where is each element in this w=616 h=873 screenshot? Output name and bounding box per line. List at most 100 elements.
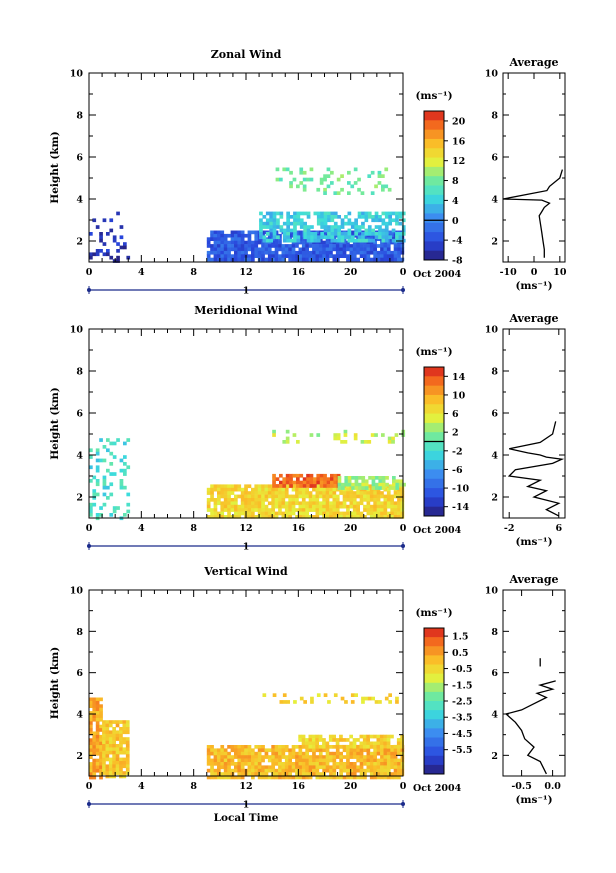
- heatmap-cell: [371, 482, 376, 487]
- heatmap-cell: [346, 755, 350, 759]
- heatmap-cell: [237, 775, 242, 780]
- heatmap-cell: [259, 225, 263, 229]
- heatmap-cell: [295, 765, 299, 770]
- heatmap-cell: [359, 768, 364, 773]
- heatmap-cell: [298, 487, 303, 492]
- heatmap-cell: [367, 232, 372, 236]
- heatmap-cell: [342, 498, 347, 502]
- heatmap-cell: [395, 215, 399, 219]
- heatmap-cell: [380, 494, 384, 499]
- heatmap-cell: [336, 436, 341, 441]
- heatmap-cell: [291, 745, 296, 749]
- heatmap-cell: [318, 491, 323, 495]
- colorbar-tick-label: 2: [452, 428, 459, 439]
- colorbar-band: [424, 655, 444, 665]
- heatmap-cell: [337, 238, 341, 243]
- heatmap-cell: [220, 758, 225, 763]
- heatmap-cell: [254, 745, 259, 749]
- heatmap-cell: [305, 775, 309, 780]
- heatmap-cell: [274, 772, 279, 776]
- heatmap-cell: [339, 768, 343, 773]
- colorbar-band: [424, 755, 444, 766]
- heatmap-cell: [376, 751, 381, 756]
- heatmap-cell: [125, 764, 130, 769]
- heatmap-cell: [398, 221, 403, 226]
- heatmap-cell: [272, 221, 277, 226]
- heatmap-cell: [356, 244, 360, 248]
- heatmap-cell: [271, 768, 275, 773]
- heatmap-cell: [240, 511, 245, 516]
- heatmap-cell: [272, 477, 276, 481]
- heatmap-cell: [342, 504, 347, 509]
- date-label: Oct 2004: [413, 783, 462, 794]
- heatmap-cell: [349, 775, 354, 780]
- heatmap-cell: [240, 254, 245, 258]
- heatmap-cell: [376, 501, 381, 506]
- heatmap-cell: [281, 498, 286, 502]
- heatmap-cell: [319, 177, 324, 182]
- heatmap-cell: [318, 751, 323, 756]
- heatmap-cell: [95, 458, 100, 463]
- heatmap-cell: [119, 747, 123, 752]
- heatmap-cell: [220, 257, 225, 262]
- heatmap-cell: [359, 758, 364, 763]
- heatmap-cell: [388, 218, 392, 223]
- profile-y-tick-label: 4: [491, 451, 498, 462]
- heatmap-cell: [366, 734, 370, 739]
- heatmap-cell: [272, 235, 277, 240]
- heatmap-cell: [95, 252, 100, 257]
- heatmap-cell: [393, 515, 398, 519]
- heatmap-cell: [289, 480, 293, 485]
- heatmap-cell: [234, 230, 238, 235]
- heatmap-cell: [217, 772, 221, 776]
- heatmap-cell: [125, 737, 130, 741]
- heatmap-cell: [288, 250, 292, 255]
- y-tick-label: 2: [76, 751, 83, 762]
- heatmap-cell: [373, 250, 377, 255]
- heatmap-cell: [89, 255, 93, 260]
- heatmap-cell: [102, 747, 106, 752]
- heatmap-cell: [340, 221, 345, 226]
- heatmap-cell: [350, 700, 355, 704]
- heatmap-cell: [379, 744, 384, 749]
- heatmap-cell: [295, 758, 299, 763]
- heatmap-cell: [119, 730, 123, 735]
- heatmap-cell: [308, 250, 313, 255]
- heatmap-cell: [272, 215, 277, 219]
- heatmap-cell: [274, 751, 279, 756]
- heatmap-cell: [279, 480, 283, 485]
- heatmap-cell: [376, 508, 381, 512]
- heatmap-cell: [306, 238, 311, 243]
- heatmap-cell: [292, 433, 297, 437]
- heatmap-cell: [261, 498, 265, 502]
- heatmap-cell: [376, 498, 381, 502]
- heatmap-cell: [125, 720, 130, 724]
- heatmap-cell: [369, 741, 374, 746]
- heatmap-cell: [92, 748, 97, 753]
- heatmap-cell: [282, 238, 287, 243]
- heatmap-cell: [361, 486, 366, 490]
- heatmap-cell: [119, 771, 123, 775]
- colorbar-band: [424, 385, 444, 396]
- heatmap-cell: [251, 501, 255, 506]
- heatmap-cell: [298, 230, 303, 235]
- heatmap-cell: [347, 476, 352, 480]
- heatmap-cell: [284, 487, 289, 492]
- heatmap-cell: [223, 484, 228, 489]
- heatmap-cell: [223, 247, 228, 252]
- heatmap-cell: [329, 254, 333, 258]
- y-axis-label: Height (km): [49, 131, 61, 203]
- heatmap-cell: [247, 511, 252, 516]
- heatmap-cell: [267, 755, 272, 759]
- heatmap-cell: [303, 700, 307, 704]
- heatmap-cell: [122, 761, 127, 765]
- heatmap-cell: [386, 257, 391, 262]
- heatmap-cell: [390, 765, 394, 770]
- heatmap-cell: [301, 765, 306, 770]
- heatmap-cell: [227, 498, 231, 502]
- heatmap-cell: [125, 767, 130, 772]
- heatmap-cell: [322, 240, 326, 245]
- heatmap-cell: [234, 504, 238, 509]
- heatmap-cell: [254, 768, 259, 773]
- heatmap-cell: [400, 768, 405, 773]
